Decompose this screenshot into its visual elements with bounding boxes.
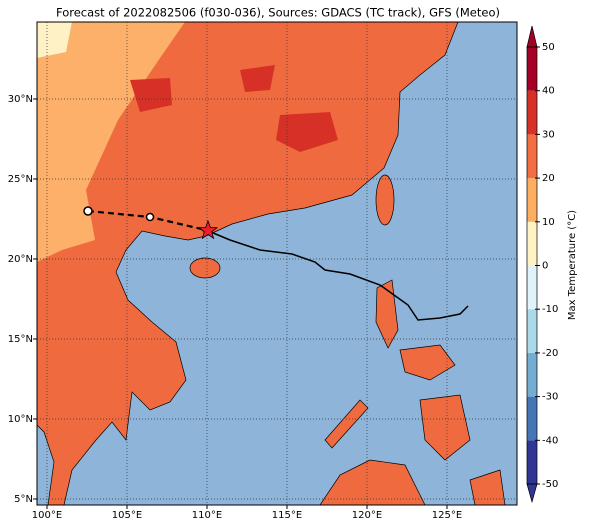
lat-tick-label: 25°N	[8, 174, 33, 185]
colorbar-tick-label: -10	[542, 304, 558, 315]
colorbar-label: Max Temperature (°C)	[567, 210, 578, 320]
lon-tick-label: 115°E	[272, 510, 302, 521]
storm-position	[197, 219, 219, 240]
colorbar-segment	[527, 90, 537, 135]
lon-tick-label: 110°E	[192, 510, 222, 521]
colorbar: -50 -40 -30 -20 -10 0 10 20 30 40 50	[526, 25, 558, 504]
lat-tick-label: 20°N	[8, 254, 33, 265]
colorbar-segment	[527, 440, 537, 484]
map	[37, 22, 517, 505]
luzon	[375, 279, 399, 349]
visayas	[399, 344, 456, 381]
colorbar-tick-label: 10	[542, 217, 555, 228]
lat-tick-label: 30°N	[8, 94, 33, 105]
hot-spot	[240, 65, 275, 92]
colorbar-segment	[527, 396, 537, 441]
borneo	[319, 459, 426, 505]
mindanao	[419, 394, 471, 461]
colorbar-tick-label: 0	[542, 261, 548, 272]
colorbar-segment	[527, 265, 537, 310]
colorbar-segment	[527, 352, 537, 397]
sulawesi	[469, 469, 506, 505]
taiwan	[375, 174, 395, 226]
lat-tick-label: 10°N	[8, 414, 33, 425]
palawan	[324, 399, 369, 449]
colorbar-tick-label: 20	[542, 173, 555, 184]
lat-tick-label: 5°N	[14, 494, 33, 505]
colorbar-tick-label: 30	[542, 129, 555, 140]
lat-tick-label: 15°N	[8, 334, 33, 345]
lon-tick-label: 120°E	[352, 510, 382, 521]
colorbar-segment	[527, 178, 537, 222]
colorbar-segment	[527, 134, 537, 179]
title: Forecast of 2022082506 (f030-036), Sourc…	[56, 6, 500, 20]
colorbar-tick-label: 50	[542, 42, 555, 53]
colorbar-segment	[527, 221, 537, 266]
lon-tick-label: 100°E	[32, 510, 62, 521]
colorbar-extend-top	[526, 25, 538, 48]
colorbar-segment	[527, 47, 537, 91]
warm-region	[37, 22, 185, 262]
colorbar-tick-label: -50	[542, 479, 558, 490]
lon-tick-label: 125°E	[432, 510, 462, 521]
colorbar-tick-label: -40	[542, 435, 558, 446]
hot-spot	[130, 78, 172, 112]
colorbar-tick-label: -20	[542, 348, 558, 359]
track-point	[145, 212, 155, 222]
track-point	[83, 206, 93, 216]
colorbar-extend-bottom	[526, 483, 538, 504]
map-frame	[36, 21, 518, 506]
lon-tick-label: 105°E	[112, 510, 142, 521]
colorbar-tick-label: 40	[542, 86, 555, 97]
hainan	[189, 257, 221, 279]
mainland	[37, 22, 459, 505]
cool-region	[37, 22, 72, 58]
hot-spot	[276, 112, 338, 152]
colorbar-tick-label: -30	[542, 392, 558, 403]
past-track	[205, 229, 469, 321]
colorbar-segment	[527, 309, 537, 353]
